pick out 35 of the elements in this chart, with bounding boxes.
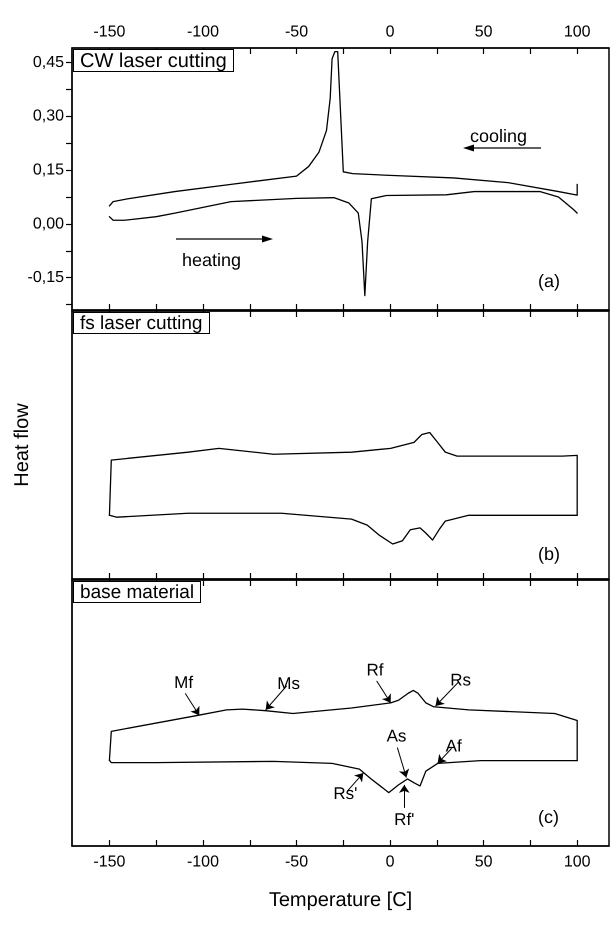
annotation: (c) bbox=[538, 807, 559, 827]
annotation: Rf bbox=[366, 660, 384, 680]
annotation: (b) bbox=[538, 544, 560, 564]
x-tick-label: -50 bbox=[284, 24, 308, 40]
x-tick-label: 50 bbox=[474, 24, 493, 40]
annotation: (a) bbox=[538, 271, 560, 291]
chart-title: CW laser cutting bbox=[80, 50, 227, 72]
annotation: Ms bbox=[277, 674, 300, 694]
chart-title: base material bbox=[80, 582, 194, 603]
x-tick-label: 100 bbox=[564, 24, 591, 40]
annotation: Af bbox=[446, 736, 462, 756]
x-axis-title: Temperature [C] bbox=[268, 889, 412, 911]
y-tick-label: 0,15 bbox=[32, 162, 64, 179]
x-tick-label: 0 bbox=[386, 24, 395, 40]
annotation: Rf' bbox=[394, 810, 414, 829]
x-tick-label: -150 bbox=[93, 854, 126, 870]
annotation: As bbox=[386, 726, 406, 746]
y-tick-label: 0,45 bbox=[32, 54, 64, 71]
y-axis-title: Heat flow bbox=[11, 402, 33, 487]
chart-title: fs laser cutting bbox=[80, 313, 202, 334]
annotation: cooling bbox=[470, 126, 528, 146]
x-tick-label: 50 bbox=[474, 854, 493, 870]
x-tick-label: 100 bbox=[564, 854, 591, 870]
annotation: Rs' bbox=[333, 784, 358, 803]
annotation: Mf bbox=[174, 672, 194, 692]
y-tick-label: -0,15 bbox=[28, 269, 64, 286]
x-tick-label: -150 bbox=[93, 24, 126, 40]
annotation: heating bbox=[182, 250, 242, 270]
x-tick-label: -100 bbox=[186, 24, 220, 40]
x-tick-label: -100 bbox=[186, 854, 220, 870]
annotation: Rs bbox=[450, 670, 472, 690]
y-tick-label: 0,30 bbox=[32, 108, 64, 125]
x-tick-label: 0 bbox=[386, 854, 395, 870]
y-tick-label: 0,00 bbox=[32, 215, 64, 232]
x-tick-label: -50 bbox=[284, 854, 308, 870]
